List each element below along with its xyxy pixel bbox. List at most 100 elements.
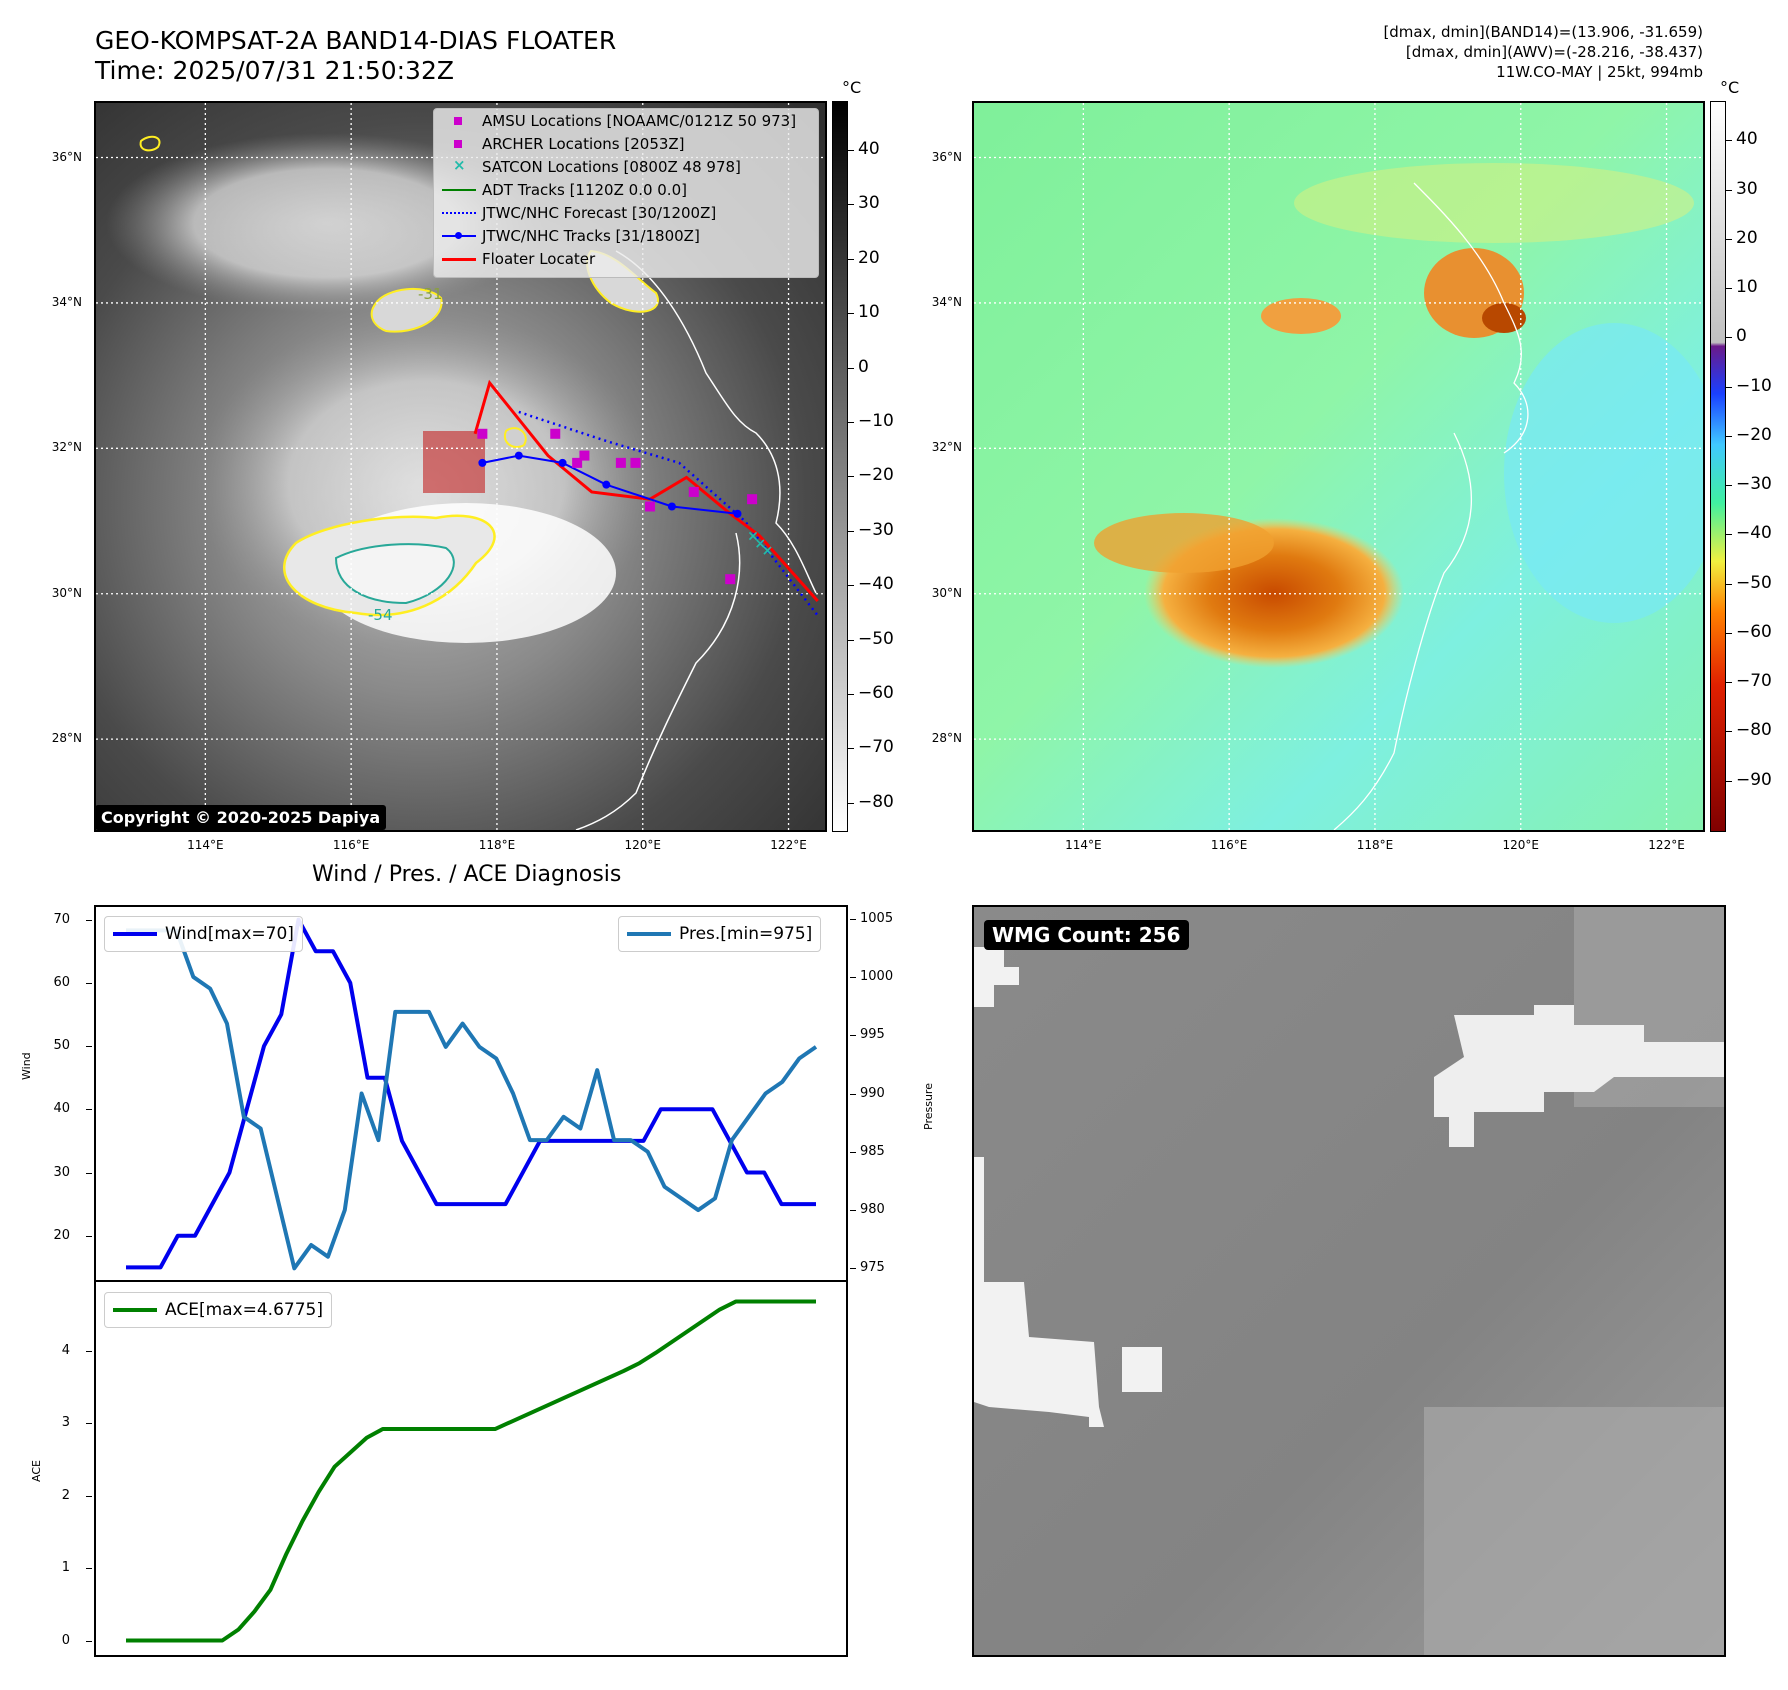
colorbar-tick-label: 10 [858, 302, 880, 323]
axis-tick-mark [86, 1640, 92, 1642]
colorbar-tick-label: −10 [858, 410, 894, 431]
colorbar-tick-mark [1726, 140, 1732, 142]
pressure-legend-line-icon [627, 932, 671, 936]
axis-tick-label: 30 [53, 1164, 70, 1180]
ace-plot[interactable] [94, 1280, 848, 1657]
colorbar-tick-mark [1726, 435, 1732, 437]
lat-tick-label: 32°N [51, 440, 82, 455]
figure-time: Time: 2025/07/31 21:50:32Z [95, 56, 454, 85]
axis-tick-label: 50 [53, 1038, 70, 1054]
axis-tick-mark [86, 1495, 92, 1497]
axis-tick-mark [86, 1109, 92, 1111]
line-dot-icon [442, 227, 476, 245]
colorbar-tick-label: 20 [1736, 227, 1758, 248]
axis-tick-mark [86, 1568, 92, 1570]
wmg-bright-region-ne [1434, 1005, 1724, 1147]
amsu-location-marker [630, 457, 641, 468]
legend-forecast: JTWC/NHC Forecast [30/1200Z] [442, 203, 716, 225]
colorbar-tick-mark [848, 258, 854, 260]
wind-legend: Wind[max=70] [104, 916, 303, 952]
colorbar-tick-mark [848, 204, 854, 206]
ir-colorbar-ticks: 40 30 20 10 0 −10 −20 −30 −40 −50 −60 −70 −80 [848, 101, 928, 832]
lat-tick-label: 30°N [51, 585, 82, 600]
axis-tick-mark [86, 1350, 92, 1352]
axis-tick-label: 40 [53, 1101, 70, 1117]
colorbar-tick-label: −90 [1736, 769, 1772, 790]
line-icon [442, 181, 476, 199]
colorbar-tick-label: −30 [858, 519, 894, 540]
square-marker-icon [442, 112, 476, 130]
diagnosis-title: Wind / Pres. / ACE Diagnosis [312, 862, 622, 887]
ace-legend: ACE[max=4.6775] [104, 1292, 332, 1328]
ace-axis-label: ACE [30, 1460, 43, 1482]
colorbar-tick-label: 30 [858, 193, 880, 214]
band14-range: [dmax, dmin](BAND14)=(13.906, -31.659) [1383, 23, 1703, 41]
colorbar-tick-label: −50 [858, 628, 894, 649]
satcon-location-marker: × [754, 536, 766, 552]
colorbar-tick-label: −80 [858, 791, 894, 812]
figure-title: GEO-KOMPSAT-2A BAND14-DIAS FLOATER [95, 26, 617, 55]
colorbar-tick-label: 20 [858, 247, 880, 268]
colorbar-tick-mark [1726, 534, 1732, 536]
wmg-bright-region-w [974, 1157, 1104, 1427]
lon-tick-label: 122°E [1648, 838, 1685, 852]
wind-series-line [126, 917, 816, 1270]
axis-tick-label: 60 [53, 974, 70, 990]
wmg-panel[interactable] [972, 905, 1726, 1657]
wv-cold-north [1261, 298, 1341, 334]
colorbar-tick-label: 0 [1736, 326, 1747, 347]
colorbar-tick-label: −20 [858, 465, 894, 486]
legend-archer: ARCHER Locations [2053Z] [442, 134, 685, 156]
contour-label-31: -31 [418, 285, 443, 303]
colorbar-tick-label: −40 [858, 574, 894, 595]
colorbar-tick-mark [1726, 780, 1732, 782]
coastline [575, 250, 817, 830]
wv-map-panel[interactable] [972, 101, 1705, 832]
colorbar-tick-label: −70 [858, 737, 894, 758]
colorbar-tick-mark [848, 693, 854, 695]
wv-yellow-north [1294, 163, 1694, 243]
wmg-count-label: WMG Count: 256 [984, 920, 1189, 950]
lon-tick-label: 114°E [1065, 838, 1102, 852]
colorbar-tick-mark [1726, 632, 1732, 634]
colorbar-tick-mark [1726, 485, 1732, 487]
jtwc-track-point [558, 458, 567, 467]
wv-colorbar [1710, 101, 1726, 832]
colorbar-tick-mark [1726, 337, 1732, 339]
axis-tick-label: 4 [61, 1342, 70, 1358]
colorbar-tick-label: −60 [858, 682, 894, 703]
forecast-track-line [518, 410, 819, 617]
lon-tick-label: 118°E [478, 838, 516, 852]
wind-pressure-plot[interactable] [94, 905, 848, 1282]
jtwc-track-line [482, 454, 738, 515]
colorbar-tick-mark [848, 476, 854, 478]
legend-amsu: AMSU Locations [NOAAMC/0121Z 50 973] [442, 111, 796, 133]
ir-tracks: ××× [473, 379, 819, 617]
axis-tick-label: 980 [860, 1202, 885, 1218]
lat-tick-label: 36°N [931, 149, 962, 164]
ir-colorbar [832, 101, 848, 832]
axis-tick-mark [850, 1210, 856, 1212]
colorbar-tick-label: −10 [1736, 375, 1772, 396]
axis-tick-mark [850, 1035, 856, 1037]
wv-cold-ne-core [1482, 303, 1526, 333]
wv-moist-band [1504, 323, 1703, 623]
amsu-location-marker [572, 457, 583, 468]
axis-tick-mark [86, 1235, 92, 1237]
ace-legend-line-icon [113, 1308, 157, 1312]
contour-label-54: -54 [368, 606, 393, 624]
colorbar-tick-label: −50 [1736, 572, 1772, 593]
lon-tick-label: 114°E [187, 838, 224, 852]
amsu-location-marker [645, 501, 656, 512]
awv-range: [dmax, dmin](AWV)=(-28.216, -38.437) [1405, 43, 1703, 61]
floater-box [423, 431, 485, 493]
ir-cold-contour-north [370, 287, 443, 333]
axis-tick-label: 1000 [860, 968, 894, 984]
legend-jtwc: JTWC/NHC Tracks [31/1800Z] [442, 226, 700, 248]
ace-series-line [126, 1299, 816, 1643]
axis-tick-label: 975 [860, 1260, 885, 1276]
pressure-axis-ticks: 975 980 985 990 995 1000 1005 [850, 905, 920, 1282]
amsu-location-marker [477, 428, 488, 439]
lat-tick-label: 28°N [931, 731, 962, 746]
jtwc-track-point [667, 502, 676, 511]
